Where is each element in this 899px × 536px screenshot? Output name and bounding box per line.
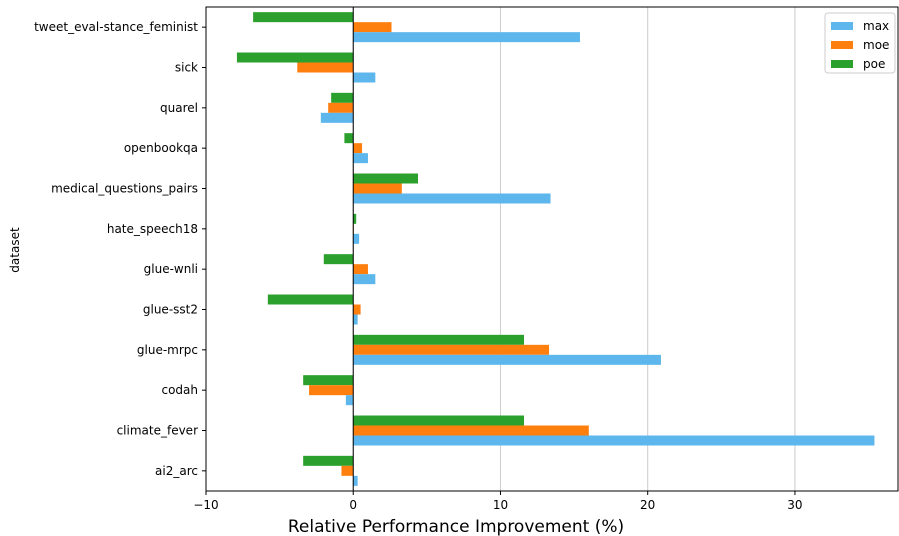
bar-moe <box>297 62 354 73</box>
bar-poe <box>303 375 354 386</box>
bar-poe <box>303 455 354 466</box>
legend-swatch-poe <box>831 60 853 68</box>
bar-max <box>353 274 376 285</box>
bar-poe <box>323 254 354 265</box>
x-tick-label: 10 <box>493 498 508 512</box>
bar-poe <box>331 92 354 103</box>
x-axis: −10 0 10 20 30 <box>193 491 803 512</box>
bar-moe <box>353 304 361 315</box>
y-tick-label: quarel <box>160 101 198 115</box>
bar-poe <box>353 173 419 184</box>
bar-moe <box>353 425 589 436</box>
y-tick-label: ai2_arc <box>155 464 198 478</box>
bar-poe <box>353 415 525 426</box>
bar-max <box>353 314 358 325</box>
bar-poe <box>267 294 354 305</box>
bar-poe <box>344 133 354 144</box>
bars <box>236 12 875 486</box>
bar-moe <box>341 465 354 476</box>
bar-moe <box>353 183 402 194</box>
bar-max <box>353 153 368 164</box>
x-tick-label: −10 <box>193 498 218 512</box>
legend-swatch-max <box>831 22 853 30</box>
y-axis-title: dataset <box>8 227 22 273</box>
y-tick-label: hate_speech18 <box>107 222 198 236</box>
legend-label-poe: poe <box>863 57 885 71</box>
legend: max moe poe <box>824 12 896 74</box>
bar-max <box>353 475 358 486</box>
y-tick-label: tweet_eval-stance_feminist <box>34 20 198 34</box>
bar-max <box>353 32 580 43</box>
bar-max <box>320 112 354 123</box>
bar-poe <box>253 12 354 23</box>
bar-moe <box>353 22 392 33</box>
bar-poe <box>353 334 525 345</box>
bar-max <box>353 193 551 204</box>
bar-moe <box>353 344 550 355</box>
bar-moe <box>309 385 354 396</box>
y-tick-label: sick <box>175 61 198 75</box>
bar-moe <box>328 102 354 113</box>
legend-swatch-moe <box>831 41 853 49</box>
x-tick-label: 20 <box>640 498 655 512</box>
y-tick-label: medical_questions_pairs <box>51 182 198 196</box>
y-tick-label: glue-mrpc <box>137 343 198 357</box>
plot-frame <box>205 6 899 492</box>
y-tick-label: climate_fever <box>117 424 198 438</box>
bar-max <box>345 395 354 406</box>
x-tick-label: 30 <box>787 498 802 512</box>
y-tick-label: codah <box>161 383 198 397</box>
bar-poe <box>236 52 354 63</box>
bar-moe <box>353 143 363 154</box>
x-axis-title: Relative Performance Improvement (%) <box>288 517 624 536</box>
bar-poe <box>353 213 357 224</box>
bar-max <box>353 354 661 365</box>
x-tick-label: 0 <box>349 498 357 512</box>
y-tick-label: glue-sst2 <box>143 303 198 317</box>
bar-max <box>353 233 360 244</box>
y-tick-label: glue-wnli <box>144 262 198 276</box>
legend-label-max: max <box>863 19 889 33</box>
legend-label-moe: moe <box>863 38 889 52</box>
bar-max <box>353 72 376 83</box>
bar-moe <box>353 264 368 275</box>
bar-max <box>353 435 875 446</box>
y-tick-label: openbookqa <box>124 141 198 155</box>
